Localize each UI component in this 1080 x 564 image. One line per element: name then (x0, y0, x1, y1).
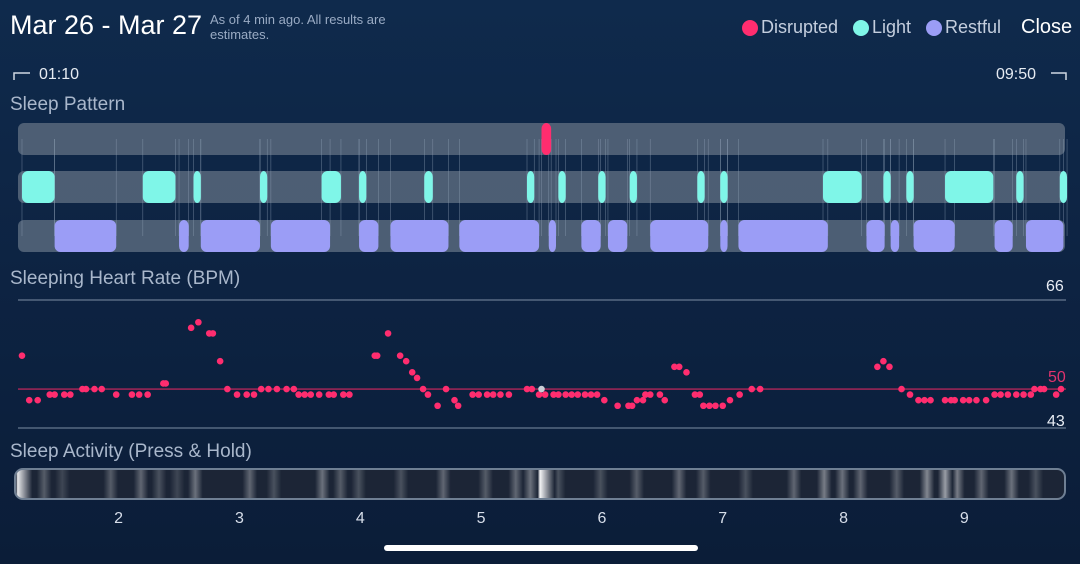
range-start-time[interactable]: 01:10 (39, 66, 80, 83)
light-segment (697, 171, 705, 203)
restful-segment (1025, 220, 1064, 252)
light-segment (629, 171, 637, 203)
light-segment (720, 171, 728, 203)
disrupted-segment (541, 123, 552, 155)
restful-segment (720, 220, 728, 252)
hr-min-label: 43 (1047, 413, 1065, 430)
heart-rate-title: Sleeping Heart Rate (BPM) (10, 268, 241, 289)
restful-segment (738, 220, 828, 252)
x-axis-tick-label: 5 (476, 510, 486, 527)
page-title: Mar 26 - Mar 27 (10, 10, 203, 40)
light-segment (906, 171, 914, 203)
x-axis-tick-label: 4 (355, 510, 365, 527)
x-axis-tick-label: 8 (839, 510, 848, 527)
light-segment (598, 171, 606, 203)
restful-segment (866, 220, 885, 252)
restful-segment (581, 220, 601, 252)
restful-segment (54, 220, 117, 252)
light-segment (424, 171, 433, 203)
legend-label: Restful (945, 17, 1002, 37)
light-segment (359, 171, 367, 203)
restful-segment (994, 220, 1013, 252)
light-segment (259, 171, 268, 203)
sleep-activity-scrubber[interactable] (14, 468, 1066, 500)
legend-disrupted: Disrupted (742, 17, 838, 38)
restful-segment (270, 220, 331, 252)
range-end-time[interactable]: 09:50 (996, 66, 1037, 83)
light-segment (1016, 171, 1024, 203)
restful-segment (890, 220, 900, 252)
sleep-pattern-title: Sleep Pattern (10, 94, 126, 115)
estimate-note: As of 4 min ago. All results are estimat… (210, 12, 386, 42)
restful-segment (548, 220, 556, 252)
x-axis-tick-label: 2 (114, 510, 124, 527)
restful-segment (179, 220, 189, 252)
close-button[interactable]: Close (1021, 16, 1073, 38)
hr-max-label: 66 (1046, 278, 1064, 295)
light-segment (883, 171, 891, 203)
restful-segment (650, 220, 709, 252)
disrupted-dot-icon (742, 19, 758, 36)
legend-restful: Restful (926, 17, 1001, 38)
light-segment (558, 171, 566, 203)
light-segment (21, 171, 55, 203)
x-axis-tick-label: 3 (235, 510, 244, 527)
restful-dot-icon (926, 19, 942, 36)
light-segment (193, 171, 201, 203)
light-segment (142, 171, 176, 203)
legend-label: Disrupted (761, 17, 839, 37)
restful-segment (459, 220, 540, 252)
restful-segment (200, 220, 260, 252)
legend-label: Light (872, 17, 912, 37)
light-segment (527, 171, 535, 203)
x-axis-tick-label: 7 (718, 510, 728, 527)
light-segment (321, 171, 341, 203)
restful-segment (390, 220, 449, 252)
light-segment (945, 171, 994, 203)
restful-segment (607, 220, 628, 252)
light-dot-icon (853, 19, 869, 36)
x-axis-tick-label: 9 (959, 510, 969, 527)
x-axis-tick-label: 6 (597, 510, 607, 527)
light-segment (823, 171, 862, 203)
restful-segment (359, 220, 379, 252)
restful-segment (913, 220, 955, 252)
home-indicator[interactable] (384, 545, 698, 551)
legend-light: Light (853, 17, 911, 38)
light-segment (1059, 171, 1068, 203)
hr-avg-label: 50 (1048, 369, 1066, 386)
sleep-activity-title: Sleep Activity (Press & Hold) (10, 441, 252, 462)
